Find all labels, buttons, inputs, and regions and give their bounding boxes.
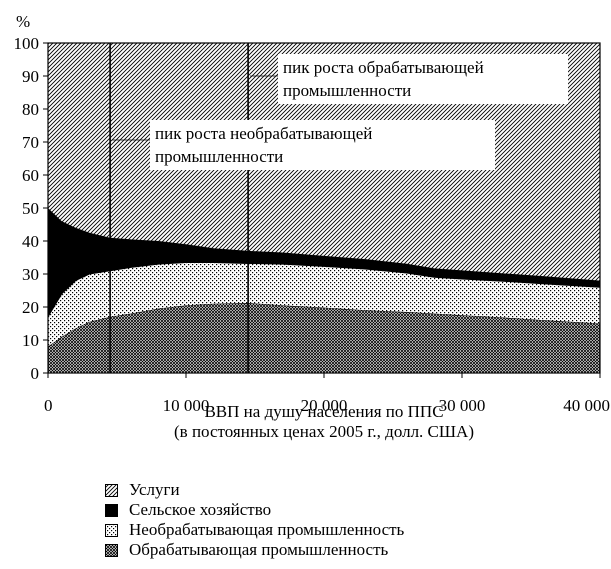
y-tick-label: 10	[22, 331, 39, 350]
legend-swatch-non-manufacturing	[105, 523, 118, 537]
area-non-manufacturing	[48, 262, 600, 347]
area-agriculture	[48, 208, 600, 317]
legend-item-non-manufacturing: Необрабатывающая промышленность	[105, 520, 404, 540]
chart-svg: 0 10 20 30 40 50 60 70 80 90 100% 0 10 000 20 000 30 0…	[14, 12, 611, 415]
annotation-non-manufacturing-peak-line1: пик роста необрабатывающей	[155, 124, 372, 143]
y-tick-label: 30	[22, 265, 39, 284]
y-tick-label: 0	[31, 364, 40, 383]
x-tick-label: 10 000	[163, 396, 210, 415]
legend-swatch-services	[105, 483, 118, 497]
y-tick-label: 90	[22, 67, 39, 86]
x-tick-label: 40 000	[563, 396, 610, 415]
legend-item-agriculture: Сельское хозяйство	[105, 500, 404, 520]
annotation-manufacturing-peak-line1: пик роста обрабатывающей	[283, 58, 484, 77]
x-tick-label: 0	[44, 396, 53, 415]
annotation-non-manufacturing-peak-line2: промышленности	[155, 147, 283, 166]
x-axis-label-line2: (в постоянных ценах 2005 г., долл. США)	[174, 422, 474, 441]
y-axis-label: %	[16, 12, 30, 31]
legend-label-agriculture: Сельское хозяйство	[129, 500, 272, 519]
area-manufacturing	[48, 303, 600, 373]
y-tick-label: 80	[22, 100, 39, 119]
annotation-manufacturing-peak-box	[278, 54, 568, 104]
legend-item-services: Услуги	[105, 480, 404, 500]
x-tick-label: 20 000	[301, 396, 348, 415]
y-tick-label: 20	[22, 298, 39, 317]
y-tick-label: 50	[22, 199, 39, 218]
annotation-non-manufacturing-peak-box	[150, 120, 495, 170]
y-tick-label: 100	[14, 34, 40, 53]
legend: Услуги Сельское хозяйство Необрабатывающ…	[105, 480, 404, 560]
legend-swatch-manufacturing	[105, 543, 118, 557]
x-tick-label: 30 000	[439, 396, 486, 415]
legend-swatch-agriculture	[105, 503, 118, 517]
annotation-manufacturing-peak-line2: промышленности	[283, 81, 411, 100]
legend-label-manufacturing: Обрабатывающая промышленность	[129, 540, 389, 559]
y-tick-label: 70	[22, 133, 39, 152]
y-tick-label: 40	[22, 232, 39, 251]
legend-label-non-manufacturing: Необрабатывающая промышленность	[129, 520, 405, 539]
legend-item-manufacturing: Обрабатывающая промышленность	[105, 540, 404, 560]
x-axis-label-line1: ВВП на душу населения по ППС	[204, 402, 444, 421]
legend-label-services: Услуги	[129, 480, 180, 499]
y-tick-label: 60	[22, 166, 39, 185]
